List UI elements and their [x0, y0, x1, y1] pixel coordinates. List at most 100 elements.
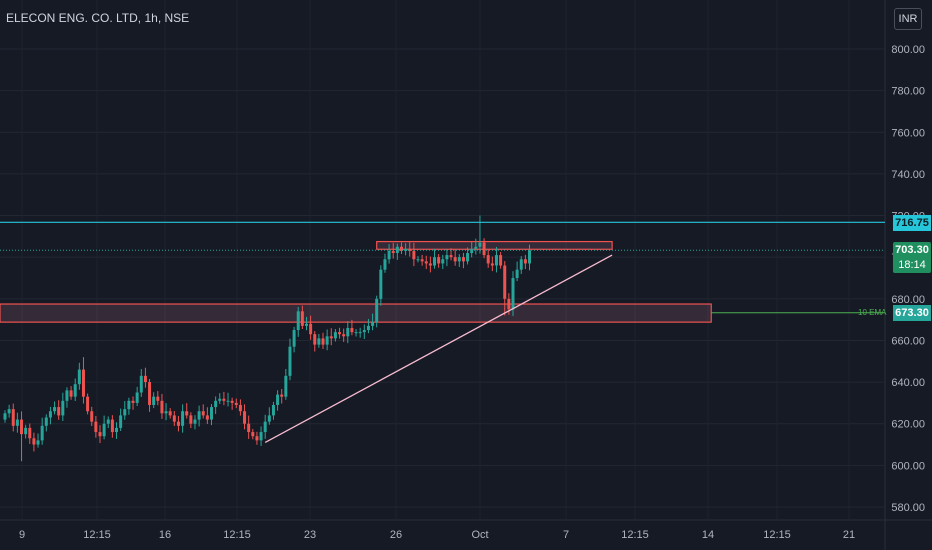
candle-body	[482, 242, 486, 256]
candle	[24, 424, 28, 439]
candle	[358, 327, 362, 338]
time-tick-label: 16	[159, 529, 171, 541]
candle	[486, 249, 490, 268]
chart-title: ELECON ENG. CO. LTD, 1h, NSE	[6, 11, 190, 25]
candle	[379, 265, 383, 306]
time-axis[interactable]: 9 12:15 16 12:15 23 26 Oct 7 12:15 14 12:15 21	[19, 529, 855, 541]
candle	[106, 416, 110, 429]
candle-body	[57, 407, 61, 416]
last-price-badge: 703.30	[895, 244, 929, 256]
candle	[81, 357, 85, 404]
candle-body	[383, 259, 387, 270]
candle	[519, 256, 523, 275]
candle	[371, 313, 375, 331]
price-tick-label: 580.00	[891, 502, 925, 514]
candle	[366, 319, 370, 334]
supply-zone	[376, 240, 613, 250]
candle	[115, 422, 119, 439]
candle-body	[453, 257, 457, 262]
candle-body	[65, 390, 69, 401]
candle-body	[519, 259, 523, 270]
candle	[420, 254, 424, 266]
candle	[474, 238, 478, 255]
candle-body	[230, 400, 234, 403]
candle	[160, 393, 164, 419]
candle-body	[325, 336, 329, 345]
candle	[90, 406, 94, 427]
candle	[156, 391, 160, 406]
candle	[362, 324, 366, 339]
time-tick-label: 9	[19, 529, 25, 541]
candle-body	[474, 246, 478, 249]
candle-body	[288, 346, 292, 376]
time-tick-label: 12:15	[763, 529, 791, 541]
candle-body	[358, 332, 362, 334]
currency-button[interactable]: INR	[894, 8, 922, 30]
candle	[263, 414, 267, 439]
candle	[288, 338, 292, 381]
candle	[28, 423, 32, 444]
candle-body	[271, 404, 275, 416]
candle	[94, 416, 98, 438]
candle-body	[210, 407, 213, 420]
candle	[69, 386, 73, 400]
time-tick-label: 21	[843, 529, 855, 541]
candle	[238, 399, 242, 416]
candle-body	[317, 338, 321, 345]
candle-body	[329, 336, 333, 339]
candle	[309, 315, 313, 340]
candle-body	[77, 369, 81, 385]
candle-body	[507, 298, 511, 310]
candle	[119, 408, 123, 432]
candle	[350, 319, 354, 336]
candle	[176, 416, 180, 432]
candle-body	[338, 332, 342, 335]
candle-body	[478, 242, 482, 247]
candle-body	[371, 321, 375, 326]
candle	[193, 415, 197, 430]
candle-body	[284, 375, 288, 397]
candle-body	[127, 400, 131, 410]
candle	[148, 378, 152, 412]
candle	[20, 411, 24, 462]
candle	[523, 254, 527, 270]
candle	[214, 396, 218, 414]
candle	[317, 334, 321, 348]
candle-body	[110, 419, 114, 433]
candle-body	[499, 255, 503, 266]
candle	[313, 331, 317, 352]
candle	[342, 328, 346, 342]
candle-body	[346, 327, 350, 337]
candle	[201, 404, 205, 419]
candle-body	[15, 419, 19, 426]
resistance-price-badge: 716.75	[893, 215, 931, 231]
candle	[412, 242, 416, 267]
time-tick-label: 12:15	[223, 529, 251, 541]
candle	[453, 249, 457, 266]
candle-body	[280, 394, 284, 397]
candle-body	[515, 269, 519, 278]
candle-body	[222, 398, 226, 401]
candle-body	[379, 269, 383, 299]
price-tick-label: 620.00	[891, 419, 925, 431]
candle-body	[457, 257, 461, 262]
candle-body	[486, 255, 490, 264]
candle	[164, 403, 168, 421]
countdown-badge: 18:14	[898, 259, 926, 271]
candle-body	[276, 394, 280, 405]
candle	[210, 403, 213, 426]
candle	[494, 246, 498, 273]
candle-body	[61, 400, 65, 416]
time-tick-label: 12:15	[83, 529, 111, 541]
overlays-layer	[0, 221, 885, 444]
candle-body	[300, 311, 304, 326]
candle-body	[387, 250, 391, 260]
candle-body	[226, 400, 230, 402]
candle	[110, 415, 114, 438]
ema-label: 10 EMA	[858, 308, 887, 317]
price-tick-label: 660.00	[891, 335, 925, 347]
candle	[98, 425, 102, 444]
